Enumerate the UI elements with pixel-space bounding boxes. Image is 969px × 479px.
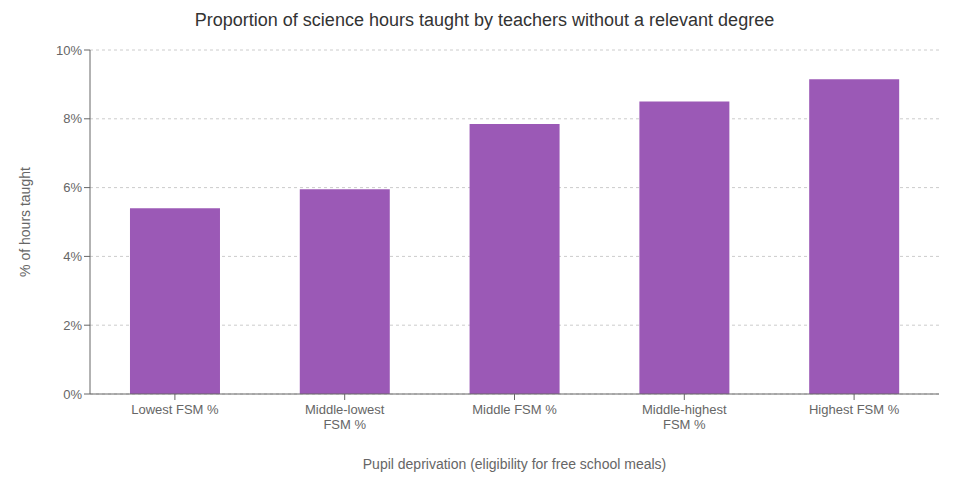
svg-text:6%: 6% (63, 180, 82, 195)
svg-text:0%: 0% (63, 387, 82, 402)
svg-text:10%: 10% (56, 43, 82, 58)
svg-text:Highest FSM %: Highest FSM % (809, 402, 900, 417)
svg-text:% of hours taught: % of hours taught (17, 167, 33, 277)
html-text:Proportion of science hours ta: Proportion of science hours taught by te… (194, 10, 775, 30)
svg-text:8%: 8% (63, 111, 82, 126)
svg-text:4%: 4% (63, 249, 82, 264)
svg-text:Lowest FSM %: Lowest FSM % (131, 402, 219, 417)
svg-text:Middle-lowestFSM %: Middle-lowestFSM % (305, 402, 385, 432)
svg-text:Middle FSM %: Middle FSM % (472, 402, 557, 417)
svg-text:2%: 2% (63, 318, 82, 333)
svg-text:Pupil deprivation (eligibility: Pupil deprivation (eligibility for free … (363, 456, 666, 472)
svg-text:Middle-highestFSM %: Middle-highestFSM % (642, 402, 727, 432)
